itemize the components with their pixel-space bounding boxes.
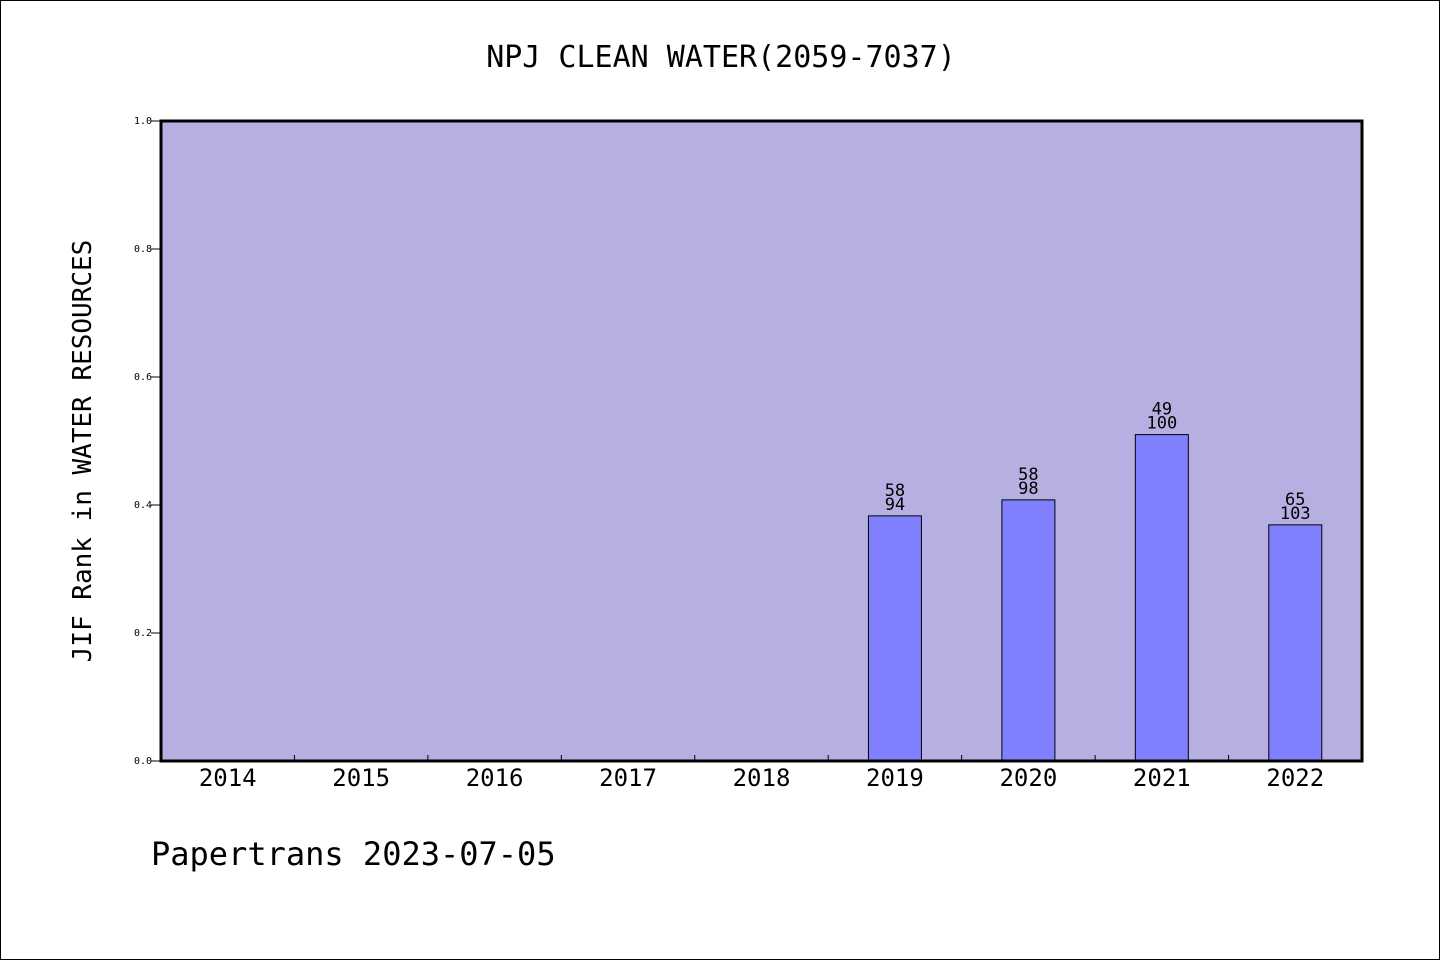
x-tick-label: 2020 <box>999 764 1057 792</box>
bar-2022 <box>1268 524 1323 762</box>
bar-total-label: 98 <box>1018 479 1038 499</box>
x-tick-label: 2017 <box>599 764 657 792</box>
x-tick-label: 2015 <box>332 764 390 792</box>
y-tick-label: 1.0 <box>134 116 152 127</box>
y-tick-label: 0.4 <box>134 500 152 511</box>
bar-2021 <box>1134 434 1189 762</box>
y-tick-label: 0.8 <box>134 244 152 255</box>
axis-ticks: 2014 2015 2016 2017 2018 2019 2020 2021 2022 0.0 0… <box>134 116 1324 792</box>
bar-total-label: 100 <box>1146 414 1177 434</box>
bar-total-label: 94 <box>885 495 905 515</box>
bar-total-label: 103 <box>1280 504 1311 524</box>
x-tick-label: 2014 <box>199 764 257 792</box>
bar-rank-label: 49 <box>1152 400 1172 420</box>
plot-border <box>159 119 1364 763</box>
chart-title: NPJ CLEAN WATER(2059-7037) <box>486 40 956 75</box>
bar-rank-label: 58 <box>885 481 905 501</box>
y-tick-label: 0.0 <box>134 756 152 767</box>
y-tick-label: 0.6 <box>134 372 152 383</box>
x-tick-label: 2019 <box>866 764 924 792</box>
x-tick-label: 2021 <box>1133 764 1191 792</box>
bar-2019 <box>867 515 922 762</box>
x-tick-label: 2018 <box>733 764 791 792</box>
bar-2020 <box>1001 499 1056 762</box>
x-tick-label: 2016 <box>466 764 524 792</box>
bars <box>867 434 1323 762</box>
footer-text: Papertrans 2023-07-05 <box>151 835 556 873</box>
y-axis-label: JIF Rank in WATER RESOURCES <box>68 240 98 663</box>
bar-rank-label: 65 <box>1285 490 1305 510</box>
y-tick-label: 0.2 <box>134 628 152 639</box>
x-tick-label: 2022 <box>1266 764 1324 792</box>
bar-rank-label: 58 <box>1018 465 1038 485</box>
